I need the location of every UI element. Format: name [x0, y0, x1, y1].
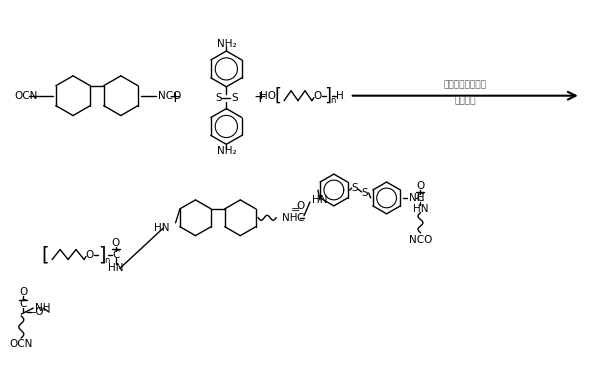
Text: HO: HO: [260, 91, 276, 101]
Text: HN: HN: [154, 223, 170, 233]
Text: OCN: OCN: [14, 91, 37, 101]
Text: O: O: [314, 91, 322, 101]
Text: H: H: [336, 91, 344, 101]
Text: +: +: [168, 90, 181, 105]
Text: 二月桂酸二丁基锡: 二月桂酸二丁基锡: [444, 80, 487, 89]
Text: O: O: [296, 201, 304, 211]
Text: NH: NH: [282, 213, 298, 223]
Text: S: S: [361, 188, 368, 198]
Text: ]: ]: [324, 87, 332, 105]
Text: NH: NH: [408, 193, 424, 203]
Text: O: O: [86, 250, 94, 259]
Text: NH₂: NH₂: [217, 39, 236, 49]
Text: =: =: [291, 205, 300, 215]
Text: HN: HN: [413, 204, 428, 214]
Text: ]: ]: [98, 245, 106, 264]
Text: S: S: [215, 93, 222, 103]
Text: 回流反应: 回流反应: [454, 96, 476, 105]
Text: O: O: [416, 181, 425, 191]
Text: OCN: OCN: [10, 339, 33, 349]
Text: n: n: [104, 256, 109, 265]
Text: n: n: [330, 96, 336, 105]
Text: C: C: [417, 193, 424, 203]
Text: NCO: NCO: [158, 91, 181, 101]
Text: NCO: NCO: [409, 234, 432, 245]
Text: S: S: [352, 183, 358, 193]
Text: NH₂: NH₂: [217, 146, 236, 156]
Text: [: [: [42, 245, 49, 264]
Text: +: +: [254, 90, 266, 105]
Text: C: C: [19, 299, 27, 309]
Text: C: C: [112, 250, 120, 259]
Text: S: S: [231, 93, 237, 103]
Text: NH: NH: [35, 303, 51, 313]
Text: —O: —O: [26, 307, 45, 317]
Text: O: O: [19, 287, 27, 297]
Text: [: [: [275, 87, 281, 105]
Text: HN: HN: [108, 264, 124, 273]
Text: HN: HN: [312, 195, 327, 205]
Text: O: O: [112, 238, 120, 248]
Text: C: C: [296, 213, 303, 223]
